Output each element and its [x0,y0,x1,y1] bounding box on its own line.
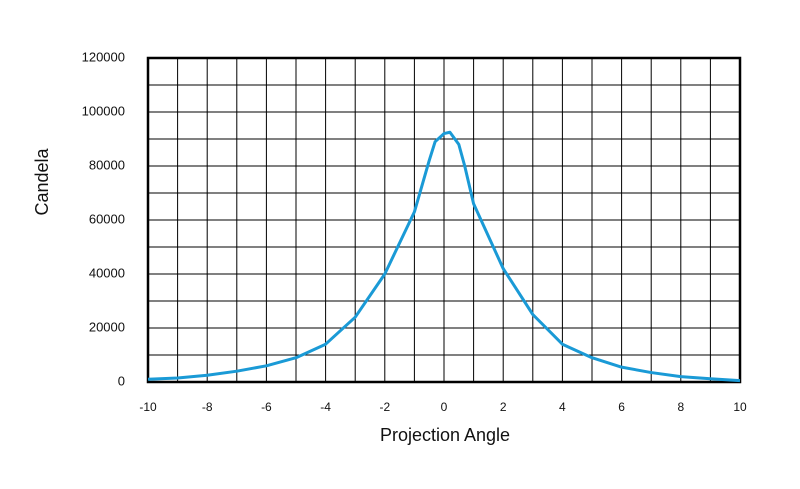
y-tick-label: 80000 [89,157,125,172]
y-tick-label: 100000 [82,103,125,118]
line-series [147,130,741,383]
x-tick-label: -4 [320,400,331,414]
x-tick-label: 2 [500,400,507,414]
x-tick-label: 10 [733,400,747,414]
y-tick-label: 40000 [89,265,125,280]
x-tick-label: -6 [261,400,272,414]
x-axis-title: Projection Angle [380,425,510,445]
y-tick-label: 120000 [82,49,125,64]
y-tick-label: 0 [118,373,125,388]
x-tick-label: -8 [202,400,213,414]
x-tick-label: 6 [618,400,625,414]
y-axis-title: Candela [32,147,52,215]
x-tick-label: -10 [139,400,157,414]
y-tick-label: 60000 [89,211,125,226]
x-tick-label: -2 [379,400,390,414]
x-tick-label: 0 [441,400,448,414]
y-tick-label: 20000 [89,319,125,334]
x-tick-label: 8 [677,400,684,414]
x-tick-label: 4 [559,400,566,414]
plot-frame [146,56,742,384]
